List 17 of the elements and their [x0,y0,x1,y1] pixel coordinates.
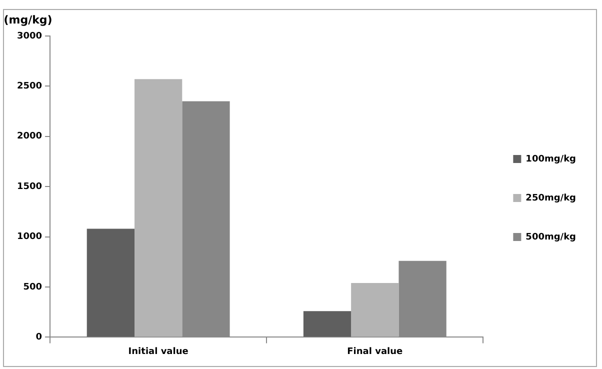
y-tick-label: 2500 [16,82,42,92]
bar [86,228,135,337]
y-tick-label: 500 [23,282,42,292]
y-axis-title: (mg/kg) [4,13,52,26]
y-tick-label: 2000 [16,132,42,142]
y-tick-label: 1000 [16,232,42,242]
legend-label: 250mg/kg [526,193,576,204]
bar [134,79,182,337]
y-tick-label: 1500 [16,182,42,192]
x-tick-label: Final value [347,346,403,357]
legend-label: 100mg/kg [526,154,576,164]
y-tick-label: 0 [36,332,42,343]
bar [351,282,399,337]
legend-label: 500mg/kg [526,232,576,242]
x-tick-label: Initial value [128,346,188,357]
y-tick-label: 3000 [16,31,42,42]
bar [303,311,352,337]
